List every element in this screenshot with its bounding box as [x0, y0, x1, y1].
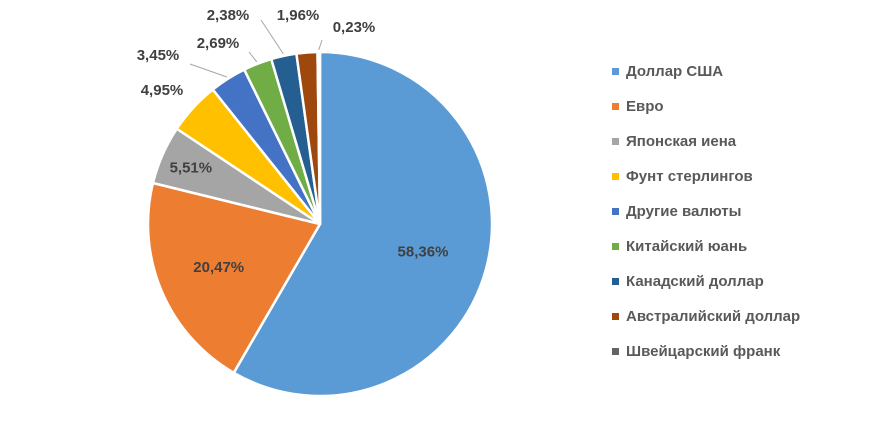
- legend-label: Китайский юань: [626, 238, 748, 255]
- data-label-8: 1,96%: [277, 7, 320, 24]
- pie-slices: [146, 50, 494, 398]
- legend-item: Евро: [612, 89, 800, 124]
- legend-swatch: [612, 348, 619, 355]
- legend-label: Другие валюты: [626, 203, 742, 220]
- data-label-3: 5,51%: [170, 159, 213, 176]
- data-label-2: 20,47%: [193, 259, 244, 276]
- legend-item: Фунт стерлингов: [612, 159, 800, 194]
- legend-swatch: [612, 313, 619, 320]
- legend-item: Австралийский доллар: [612, 299, 800, 334]
- legend-item: Японская иена: [612, 124, 800, 159]
- legend-swatch: [612, 138, 619, 145]
- legend-item: Швейцарский франк: [612, 334, 800, 369]
- legend-item: Другие валюты: [612, 194, 800, 229]
- data-label-6: 2,69%: [197, 35, 240, 52]
- legend-label: Евро: [626, 98, 664, 115]
- legend-label: Австралийский доллар: [626, 308, 801, 325]
- legend-swatch: [612, 68, 619, 75]
- legend-item: Доллар США: [612, 54, 800, 89]
- data-label-9: 0,23%: [333, 19, 376, 36]
- leader-lines: [189, 19, 323, 78]
- data-label-1: 58,36%: [398, 244, 449, 261]
- leader-line-5: [189, 63, 228, 78]
- legend-label: Канадский доллар: [626, 273, 764, 290]
- legend-swatch: [612, 278, 619, 285]
- data-label-5: 3,45%: [137, 47, 180, 64]
- legend-item: Китайский юань: [612, 229, 800, 264]
- leader-line-6: [248, 51, 258, 63]
- data-label-7: 2,38%: [207, 7, 250, 24]
- legend-label: Японская иена: [626, 133, 737, 150]
- legend: Доллар США Евро Японская иена Фунт стерлинг…: [612, 54, 800, 369]
- leader-line-9: [318, 39, 323, 51]
- pie-slice-1: [232, 50, 494, 398]
- legend-swatch: [612, 103, 619, 110]
- legend-label: Доллар США: [626, 63, 724, 80]
- legend-swatch: [612, 243, 619, 250]
- pie-slice-2: [146, 181, 322, 375]
- legend-item: Канадский доллар: [612, 264, 800, 299]
- legend-label: Швейцарский франк: [626, 343, 781, 360]
- legend-swatch: [612, 208, 619, 215]
- data-labels: 58,36% 20,47% 5,51% 4,95% 3,45% 2,69% 2,38% 1,9…: [137, 7, 449, 276]
- leader-line-7: [260, 19, 284, 55]
- legend-label: Фунт стерлингов: [626, 168, 753, 185]
- data-label-4: 4,95%: [141, 82, 184, 99]
- pie-slice-9: [316, 50, 322, 226]
- legend-swatch: [612, 173, 619, 180]
